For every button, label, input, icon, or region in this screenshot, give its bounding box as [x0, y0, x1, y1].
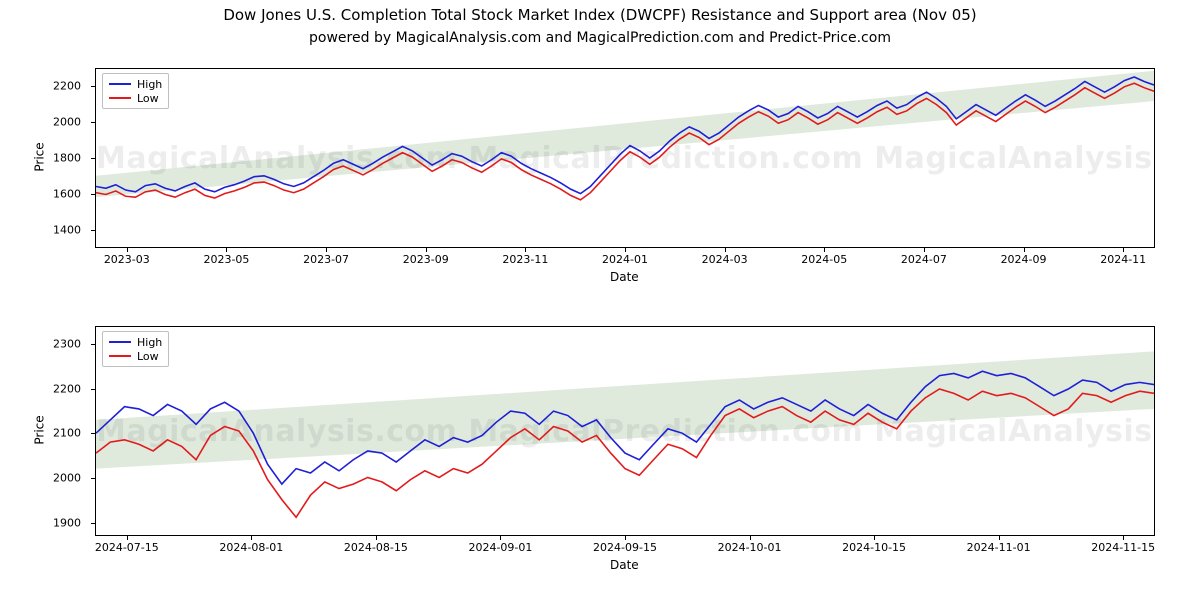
- x-tick-mark: [999, 536, 1000, 540]
- x-tick-mark: [127, 536, 128, 540]
- x-tick-label: 2024-09-01: [468, 541, 532, 554]
- legend-label: Low: [137, 350, 159, 363]
- y-tick-mark: [91, 389, 95, 390]
- chart-panel-bottom: MagicalAnalysis.com MagicalPrediction.co…: [0, 6, 1200, 600]
- x-tick-mark: [376, 536, 377, 540]
- x-tick-mark: [1123, 536, 1124, 540]
- x-tick-label: 2024-11-15: [1091, 541, 1155, 554]
- chart-page: Dow Jones U.S. Completion Total Stock Ma…: [0, 6, 1200, 600]
- y-tick-label: 2200: [53, 382, 1194, 395]
- y-tick-mark: [91, 523, 95, 524]
- x-tick-mark: [251, 536, 252, 540]
- x-tick-label: 2024-08-15: [344, 541, 408, 554]
- y-tick-label: 2300: [53, 337, 1194, 350]
- y-tick-label: 2000: [53, 471, 1194, 484]
- x-tick-label: 2024-10-15: [842, 541, 906, 554]
- y-axis-label: Price: [33, 415, 47, 444]
- x-tick-label: 2024-08-01: [219, 541, 283, 554]
- x-tick-mark: [874, 536, 875, 540]
- y-tick-label: 2100: [53, 427, 1194, 440]
- x-tick-label: 2024-09-15: [593, 541, 657, 554]
- legend-item: Low: [109, 349, 162, 363]
- y-tick-label: 1900: [53, 516, 1194, 529]
- legend-swatch: [109, 355, 131, 357]
- x-tick-mark: [750, 536, 751, 540]
- x-tick-label: 2024-07-15: [95, 541, 159, 554]
- y-tick-mark: [91, 344, 95, 345]
- x-tick-label: 2024-11-01: [967, 541, 1031, 554]
- x-tick-mark: [625, 536, 626, 540]
- x-tick-label: 2024-10-01: [718, 541, 782, 554]
- x-axis-label: Date: [610, 558, 639, 572]
- y-tick-mark: [91, 478, 95, 479]
- x-tick-mark: [500, 536, 501, 540]
- y-tick-mark: [91, 433, 95, 434]
